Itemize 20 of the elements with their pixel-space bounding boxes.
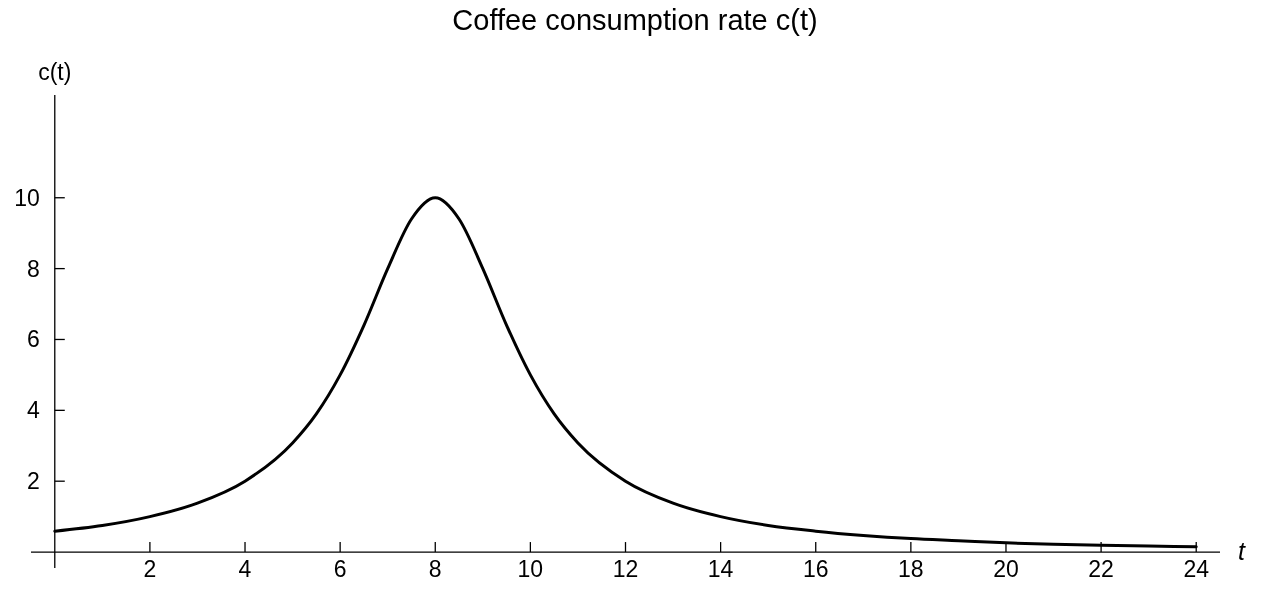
y-tick-label: 6	[26, 326, 40, 353]
chart-title: Coffee consumption rate c(t)	[452, 4, 818, 36]
x-tick-label: 6	[333, 556, 347, 583]
x-tick-label: 22	[1088, 556, 1114, 583]
x-tick-label: 14	[707, 556, 734, 583]
x-tick-label: 16	[802, 556, 829, 583]
x-tick-label: 24	[1183, 556, 1210, 583]
y-axis-title: c(t)	[38, 59, 72, 85]
x-tick-label: 18	[898, 556, 924, 583]
x-tick-label: 10	[517, 556, 544, 583]
x-axis-title: t	[1238, 537, 1246, 566]
x-tick-label: 20	[993, 556, 1019, 583]
x-tick-label: 8	[428, 556, 442, 583]
x-tick-label: 4	[238, 556, 252, 583]
y-tick-label: 10	[14, 184, 40, 211]
y-tick-label: 2	[26, 468, 40, 495]
y-tick-label: 4	[26, 397, 40, 424]
y-tick-label: 8	[26, 255, 40, 282]
x-tick-label: 2	[143, 556, 157, 583]
x-tick-label: 12	[612, 556, 639, 583]
